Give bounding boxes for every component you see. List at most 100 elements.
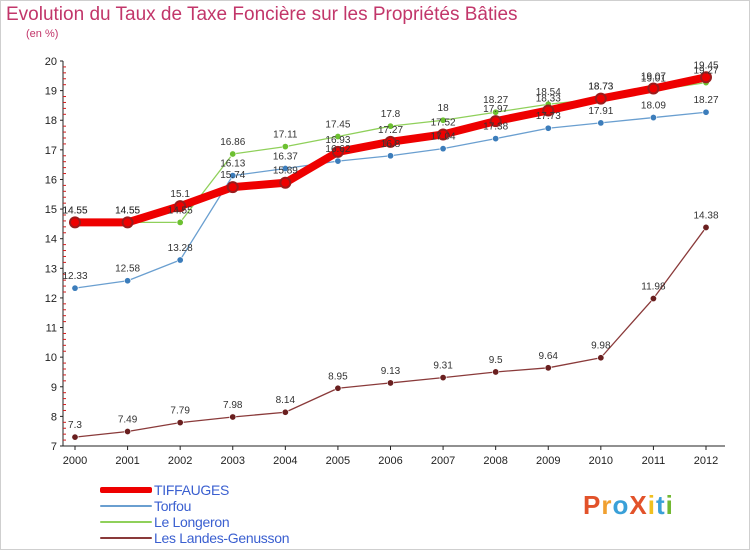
y-tick-label: 11 [46,323,57,335]
series-line-tiffauges [71,73,710,227]
data-label-torfou: 16.13 [220,159,245,170]
data-label-les-landes-genusson: 9.98 [591,341,611,352]
legend-swatch-tiffauges [100,487,152,493]
x-tick-label: 2004 [273,455,297,467]
data-label-tiffauges: 19.07 [641,72,666,83]
data-point-le-longeron [229,150,237,158]
x-tick-label: 2011 [642,455,666,467]
data-point-les-landes-genusson [124,427,132,435]
y-tick-label: 18 [45,115,57,127]
data-point-tiffauges [594,92,607,105]
x-tick-label: 2012 [694,455,718,467]
data-label-les-landes-genusson: 7.49 [118,414,138,425]
legend-label-torfou: Torfou [154,498,192,514]
logo-letter: t [655,490,666,520]
data-point-tiffauges [542,104,555,117]
logo-letter: r [601,490,613,520]
logo-letter: P [583,490,602,520]
data-label-torfou: 12.33 [62,271,87,282]
data-label-tiffauges: 19.45 [693,60,718,71]
data-label-tiffauges: 15.74 [220,170,245,181]
x-tick-label: 2008 [483,455,507,467]
data-point-tiffauges [226,181,239,194]
y-tick-label: 16 [45,174,57,186]
data-label-tiffauges: 16.93 [325,135,350,146]
data-point-le-longeron [439,116,447,124]
data-label-le-longeron: 18 [438,103,450,114]
data-point-torfou [71,284,79,292]
data-point-torfou [492,135,500,143]
x-tick-label: 2003 [221,455,245,467]
data-label-tiffauges: 18.33 [536,93,561,104]
y-tick-label: 19 [45,86,57,98]
legend-label-les-landes-genusson: Les Landes-Genusson [154,530,290,546]
data-label-les-landes-genusson: 9.31 [433,361,453,372]
data-label-le-longeron: 17.45 [325,120,350,131]
data-point-tiffauges [331,145,344,158]
chart-data-labels: 14.55 14.55 15.1 15.74 15.89 16.93 17.27 17.52 1… [62,60,718,431]
data-point-torfou [334,157,342,165]
data-label-torfou: 16.62 [325,144,350,155]
data-point-torfou [439,145,447,153]
data-label-torfou: 17.04 [431,132,456,143]
x-tick-label: 2005 [326,455,350,467]
data-point-les-landes-genusson [649,295,657,303]
logo-letter: X [629,490,648,520]
data-label-tiffauges: 14.55 [62,205,87,216]
data-point-tiffauges [700,71,712,84]
data-point-torfou [702,108,710,116]
data-label-tiffauges: 18.73 [588,82,613,93]
data-label-le-longeron: 19.27 [693,66,718,77]
data-label-les-landes-genusson: 9.13 [381,366,401,377]
x-tick-label: 2000 [63,455,87,467]
proxiti-logo: ProXiti [583,490,674,521]
y-tick-label: 10 [45,352,57,364]
data-label-tiffauges: 15.89 [273,166,298,177]
x-tick-label: 2010 [589,455,613,467]
data-point-tiffauges [384,135,397,148]
data-point-tiffauges [174,200,187,213]
data-point-le-longeron [386,122,394,130]
data-label-torfou: 12.58 [115,264,140,275]
data-point-torfou [124,277,132,285]
data-point-torfou [649,114,657,122]
data-label-le-longeron: 18.54 [536,87,561,98]
data-label-tiffauges: 17.97 [483,104,508,115]
data-label-les-landes-genusson: 7.79 [170,406,190,417]
data-point-tiffauges [647,82,660,95]
x-tick-label: 2009 [536,455,560,467]
y-tick-label: 20 [45,56,57,68]
data-label-tiffauges: 14.55 [115,205,140,216]
data-point-les-landes-genusson [334,384,342,392]
data-label-torfou: 17.73 [536,111,561,122]
legend-swatch-les-landes-genusson [100,537,152,539]
data-point-le-longeron [176,218,184,226]
y-tick-label: 8 [51,411,57,423]
data-point-les-landes-genusson [386,379,394,387]
data-point-les-landes-genusson [544,364,552,372]
y-tick-label: 15 [45,204,57,216]
data-label-le-longeron: 19.01 [641,73,666,84]
data-point-les-landes-genusson [229,413,237,421]
data-label-les-landes-genusson: 11.98 [641,282,666,293]
legend-label-le-longeron: Le Longeron [154,514,230,530]
data-point-les-landes-genusson [176,419,184,427]
data-point-tiffauges [69,216,81,229]
data-label-le-longeron: 14.55 [62,205,87,216]
logo-letter: i [665,490,674,520]
legend-label-tiffauges: TIFFAUGES [154,482,230,498]
data-label-torfou: 16.37 [273,152,298,163]
data-label-les-landes-genusson: 14.38 [693,210,718,221]
chart-axes: 7 8 9 10 11 12 13 14 15 16 17 18 19 20 2000 2001 2002 200… [45,56,725,467]
data-point-les-landes-genusson [71,433,79,441]
data-point-tiffauges [489,115,502,128]
logo-letter: i [647,490,656,520]
data-label-le-longeron: 17.8 [381,109,401,120]
data-label-tiffauges: 17.52 [431,117,456,128]
data-label-le-longeron: 14.55 [168,205,193,216]
legend-swatch-torfou [100,505,152,507]
data-label-les-landes-genusson: 8.14 [276,395,296,406]
data-label-les-landes-genusson: 9.5 [489,355,503,366]
data-label-torfou: 18.27 [693,95,718,106]
